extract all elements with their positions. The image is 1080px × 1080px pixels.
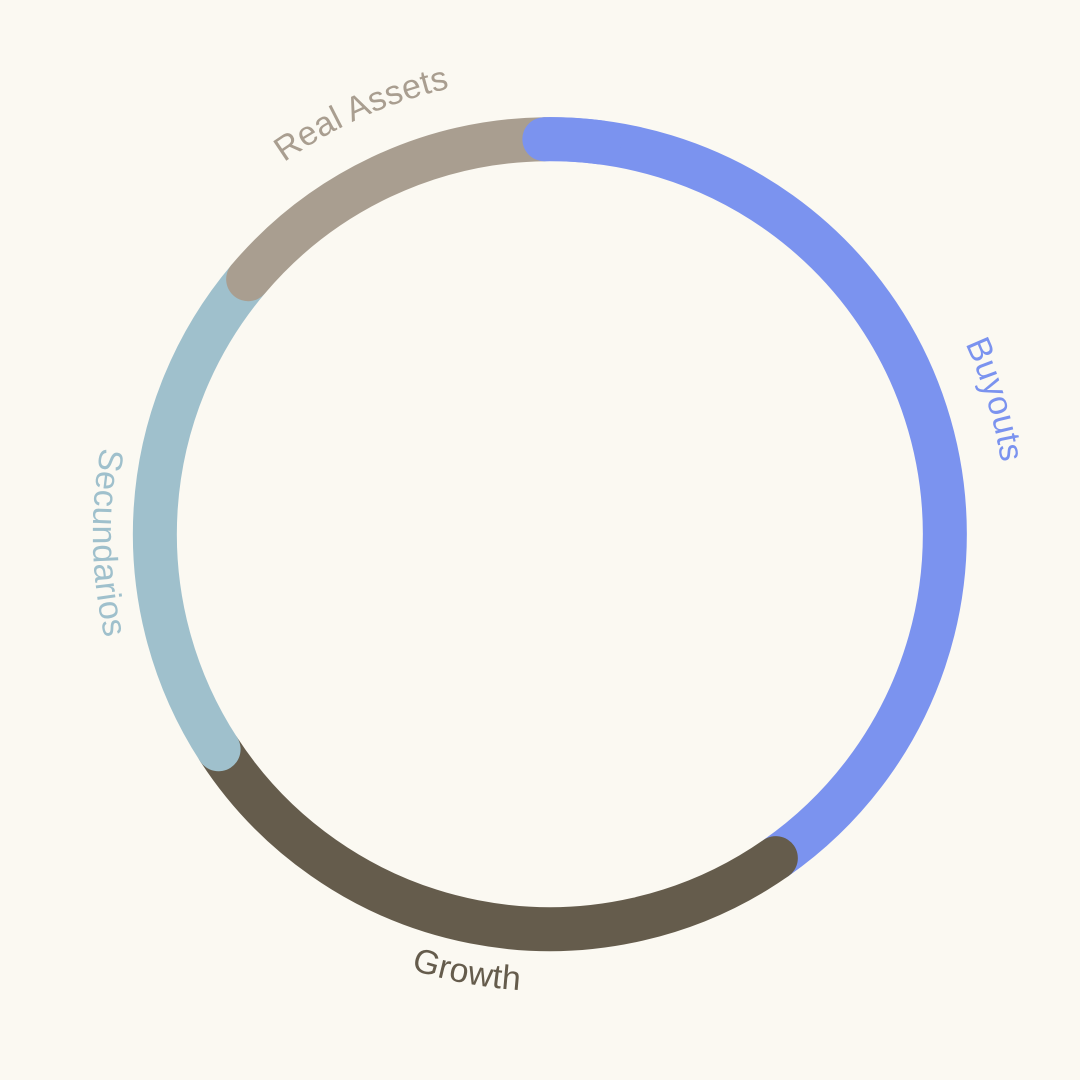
svg-text:Buyouts: Buyouts [958, 332, 1031, 464]
svg-text:Growth: Growth [409, 941, 523, 998]
svg-text:Secundarios: Secundarios [85, 446, 134, 640]
